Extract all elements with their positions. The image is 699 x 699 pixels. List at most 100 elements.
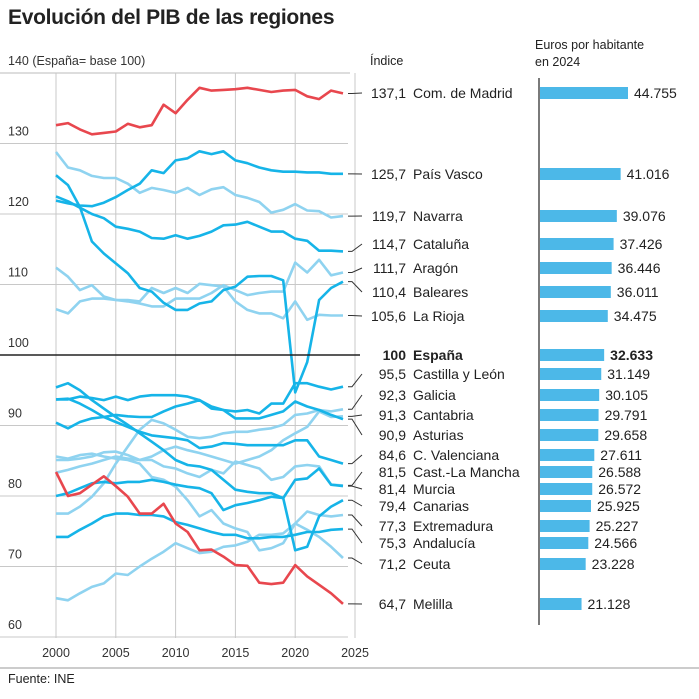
index-value: 92,3: [379, 387, 406, 403]
x-tick-label: 2005: [102, 646, 130, 660]
series-line: [55, 258, 344, 315]
leader-line: [348, 499, 363, 507]
index-value: 71,2: [379, 556, 406, 572]
series-line: [55, 452, 344, 559]
x-tick-label: 2000: [42, 646, 70, 660]
index-value: 100: [383, 347, 407, 363]
leader-line: [348, 281, 363, 293]
bar-pa-s-vasco: [540, 168, 621, 180]
leader-line: [348, 243, 363, 252]
y-tick-label: 120: [8, 195, 29, 209]
series-line: [55, 467, 344, 512]
region-name: País Vasco: [413, 166, 483, 182]
bar-value-label: 25.227: [596, 518, 639, 534]
region-name: Cast.-La Mancha: [413, 464, 520, 480]
x-tick-label: 2010: [162, 646, 190, 660]
bar-canarias: [540, 500, 591, 512]
series-line: [55, 397, 344, 465]
y-axis-subtitle: 140 (España= base 100): [8, 54, 146, 68]
bar-value-label: 30.105: [605, 387, 648, 403]
bar-la-rioja: [540, 310, 608, 322]
y-tick-label: 90: [8, 407, 22, 421]
source-note: Fuente: INE: [8, 672, 75, 686]
region-name: Castilla y León: [413, 366, 505, 382]
euros-header-line2: en 2024: [535, 55, 581, 69]
region-name: Extremadura: [413, 518, 493, 534]
index-value: 95,5: [379, 366, 406, 382]
leader-line: [348, 485, 363, 490]
index-column-header: Índice: [370, 54, 404, 68]
bar-value-label: 36.011: [617, 284, 659, 300]
index-value: 64,7: [379, 596, 406, 612]
region-name: Cantabria: [413, 407, 474, 423]
region-name: Galicia: [413, 387, 456, 403]
bar-castilla-y-le-n: [540, 368, 602, 380]
series-line: [55, 174, 344, 394]
bar-ceuta: [540, 558, 586, 570]
bar-asturias: [540, 429, 599, 441]
series-line: [55, 266, 343, 322]
bar-value-label: 29.791: [605, 407, 648, 423]
index-value: 79,4: [379, 498, 406, 514]
euros-header-line1: Euros por habitante: [535, 38, 645, 52]
index-value: 91,3: [379, 407, 406, 423]
bar-andaluc-a: [540, 537, 589, 549]
leader-line: [348, 471, 363, 486]
bar-com-de-madrid: [540, 87, 628, 99]
region-name: Andalucía: [413, 535, 475, 551]
region-name: España: [413, 347, 463, 363]
bar-cantabria: [540, 409, 599, 421]
bar-navarra: [540, 210, 617, 222]
region-name: Ceuta: [413, 556, 451, 572]
bar-value-label: 23.228: [592, 556, 635, 572]
bar-value-label: 44.755: [634, 85, 677, 101]
region-name: Canarias: [413, 498, 469, 514]
bar-baleares: [540, 286, 611, 298]
x-tick-label: 2025: [341, 646, 369, 660]
bar-value-label: 21.128: [588, 596, 631, 612]
leader-line: [348, 394, 363, 410]
series-line: [55, 455, 344, 487]
y-tick-label: 130: [8, 125, 29, 139]
y-tick-label: 60: [8, 618, 22, 632]
bar-value-label: 29.658: [604, 427, 647, 443]
region-name: Aragón: [413, 260, 458, 276]
bar-value-label: 31.149: [607, 366, 650, 382]
index-value: 81,4: [379, 481, 406, 497]
bar-value-label: 26.588: [598, 464, 641, 480]
series-line: [56, 408, 344, 515]
region-name: Melilla: [413, 596, 453, 612]
region-name: C. Valenciana: [413, 447, 499, 463]
y-tick-label: 70: [8, 548, 22, 562]
series-line: [54, 471, 344, 605]
bar-cast-la-mancha: [540, 466, 593, 478]
series-line: [55, 150, 343, 208]
index-value: 125,7: [371, 166, 406, 182]
bar-catalu-a: [540, 238, 614, 250]
euros-header: Euros por habitante en 2024: [535, 37, 644, 71]
leader-line: [348, 528, 363, 544]
bar-galicia: [540, 389, 600, 401]
leader-line: [348, 557, 363, 565]
series-line: [55, 381, 344, 552]
bar-value-label: 36.446: [618, 260, 661, 276]
bar-espa-a: [540, 349, 605, 361]
bar-extremadura: [540, 520, 590, 532]
index-value: 90,9: [379, 427, 406, 443]
series-line: [55, 86, 344, 136]
leader-line: [348, 418, 363, 436]
leader-line: [348, 414, 363, 417]
bar-value-label: 32.633: [610, 347, 653, 363]
leader-line: [348, 454, 363, 465]
region-name: Cataluña: [413, 236, 469, 252]
bar-value-label: 39.076: [623, 208, 666, 224]
region-name: Asturias: [413, 427, 464, 443]
bar-value-label: 37.426: [620, 236, 663, 252]
index-value: 77,3: [379, 518, 406, 534]
leader-line: [348, 373, 363, 388]
index-value: 75,3: [379, 535, 406, 551]
bar-value-label: 41.016: [627, 166, 670, 182]
y-tick-label: 100: [8, 336, 29, 350]
leader-line: [348, 514, 363, 527]
index-value: 137,1: [371, 85, 406, 101]
